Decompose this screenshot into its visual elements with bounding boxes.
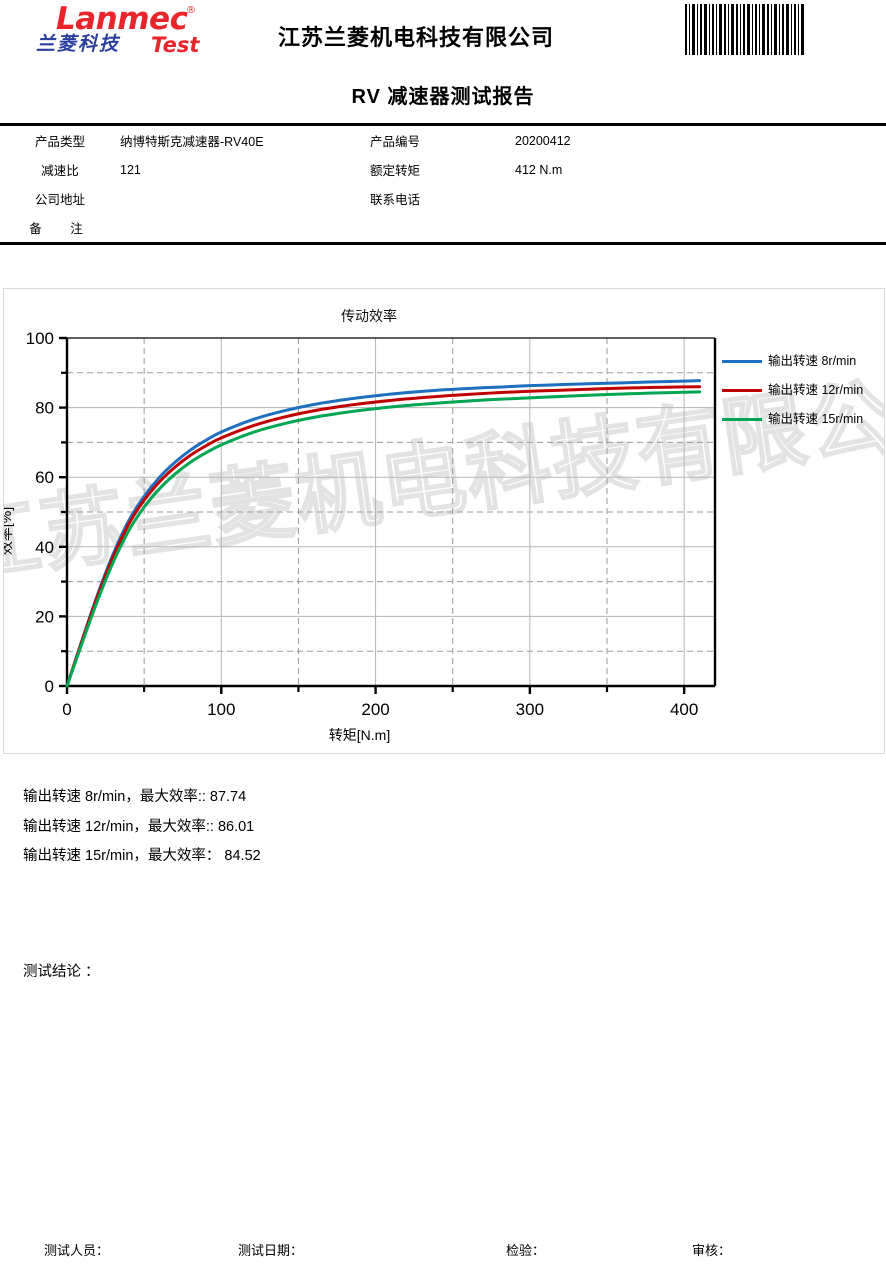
svg-text:60: 60 <box>35 468 54 487</box>
legend-item: 输出转速 12r/min <box>722 376 863 405</box>
conclusion-label: 测试结论 ： <box>23 964 100 980</box>
legend-swatch-series-2 <box>722 418 762 421</box>
footer-tester: 测试人员： <box>44 1243 110 1258</box>
table-row: 产品类型 纳博特斯克减速器-RV40E 产品编号 20200412 <box>0 126 886 155</box>
legend-label-series-1: 输出转速 12r/min <box>768 383 864 397</box>
info-label-ratio: 减速比 <box>41 164 79 178</box>
info-value-address <box>120 184 370 213</box>
report-title: RV 减速器测试报告 <box>351 86 535 108</box>
max-efficiency-results: 输出转速 8r/min，最大效率:: 87.74 输出转速 12r/min，最大… <box>23 783 261 872</box>
chart-y-axis-label: 效率[%] <box>3 506 15 556</box>
info-table-divider <box>0 242 886 245</box>
legend-swatch-series-1 <box>722 389 762 392</box>
legend-item: 输出转速 8r/min <box>722 347 863 376</box>
company-name: 江苏兰菱机电科技有限公司 <box>278 25 555 50</box>
info-value-phone <box>515 184 886 213</box>
info-label-address: 公司地址 <box>34 193 85 207</box>
footer-reviewer: 审核： <box>692 1243 732 1258</box>
svg-text:200: 200 <box>361 700 389 719</box>
info-value-remark <box>120 213 370 242</box>
svg-text:40: 40 <box>35 538 54 557</box>
legend-swatch-series-0 <box>722 360 762 363</box>
info-label-remark: 备 注 <box>29 222 91 236</box>
info-value-ratio: 121 <box>120 162 141 177</box>
chart-legend: 输出转速 8r/min 输出转速 12r/min 输出转速 15r/min <box>722 347 863 434</box>
table-row: 减速比 121 额定转矩 412 N.m <box>0 155 886 184</box>
info-label-product-number: 产品编号 <box>370 135 421 149</box>
info-label-phone: 联系电话 <box>370 193 421 207</box>
legend-label-series-2: 输出转速 15r/min <box>768 412 864 426</box>
info-value-rated-torque: 412 N.m <box>515 162 563 177</box>
info-value-product-number: 20200412 <box>515 133 571 148</box>
svg-text:0: 0 <box>45 677 54 696</box>
table-row: 备 注 <box>0 213 886 242</box>
svg-text:100: 100 <box>26 329 54 348</box>
result-line-8rmin: 输出转速 8r/min，最大效率:: 87.74 <box>23 789 247 805</box>
legend-label-series-0: 输出转速 8r/min <box>768 354 857 368</box>
svg-text:300: 300 <box>516 700 544 719</box>
info-label-product-type: 产品类型 <box>34 135 85 149</box>
page-header: Lanmec ® 兰菱科技 Test 江苏兰菱机电科技有限公司 <box>0 0 886 72</box>
company-logo: Lanmec ® 兰菱科技 Test <box>34 4 230 62</box>
header-divider <box>0 123 886 126</box>
svg-text:80: 80 <box>35 399 54 418</box>
logo-brand-suffix-text: Test <box>151 33 200 57</box>
svg-text:20: 20 <box>35 607 54 626</box>
footer-test-date: 测试日期： <box>238 1243 304 1258</box>
barcode-icon <box>684 4 806 55</box>
chart-x-axis-label: 转矩[N.m] <box>328 727 391 743</box>
svg-text:400: 400 <box>670 700 698 719</box>
info-label-blank <box>370 213 515 242</box>
chart-title: 传动效率 <box>341 308 397 324</box>
info-value-blank <box>515 213 886 242</box>
legend-item: 输出转速 15r/min <box>722 405 863 434</box>
svg-text:100: 100 <box>207 700 235 719</box>
svg-text:0: 0 <box>62 700 71 719</box>
result-line-15rmin: 输出转速 15r/min，最大效率： 84.52 <box>23 848 261 864</box>
table-row: 公司地址 联系电话 <box>0 184 886 213</box>
product-info-table: 产品类型 纳博特斯克减速器-RV40E 产品编号 20200412 减速比 12… <box>0 126 886 242</box>
info-value-product-type: 纳博特斯克减速器-RV40E <box>120 135 264 149</box>
registered-trademark-icon: ® <box>186 5 196 16</box>
logo-brand-text: Lanmec <box>56 1 188 37</box>
footer-inspector: 检验： <box>506 1243 546 1258</box>
efficiency-chart: 传动效率 江苏兰菱机电科技有限公司 0 20 40 60 80 100 0 100 200 300 4… <box>3 288 885 754</box>
logo-brand-cn-text: 兰菱科技 <box>36 34 121 55</box>
result-line-12rmin: 输出转速 12r/min，最大效率:: 86.01 <box>23 818 255 835</box>
info-label-rated-torque: 额定转矩 <box>370 164 421 178</box>
